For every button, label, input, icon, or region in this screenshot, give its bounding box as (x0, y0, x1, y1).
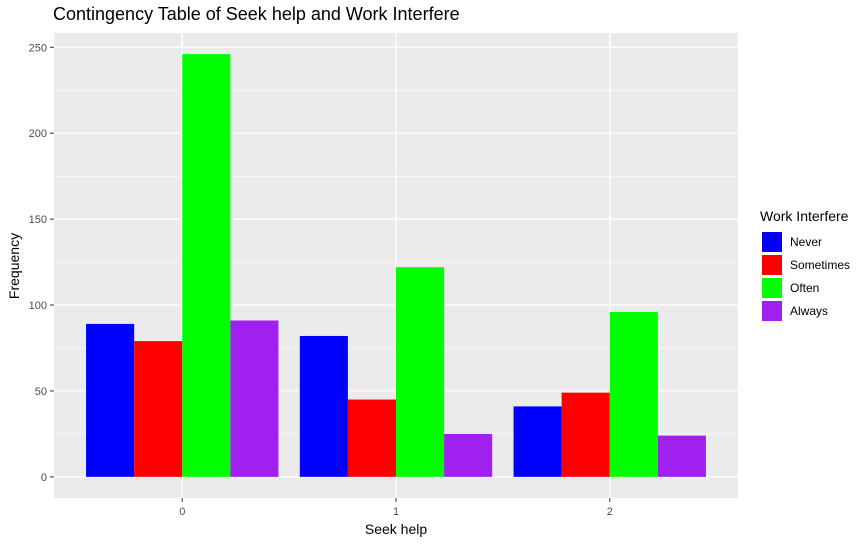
bars (86, 54, 706, 477)
y-tick-label: 50 (35, 386, 47, 398)
bar-never-2 (513, 406, 562, 477)
bar-sometimes-0 (134, 341, 183, 477)
x-tick-label: 1 (393, 506, 399, 518)
y-tick-label: 0 (41, 472, 47, 484)
legend-title: Work Interfere (760, 208, 849, 224)
bar-often-0 (182, 54, 231, 477)
legend-key-sometimes (762, 255, 782, 275)
y-axis: 0 50 100 150 200 250 (29, 42, 54, 484)
y-tick-label: 100 (29, 300, 47, 312)
legend-label-sometimes: Sometimes (790, 258, 850, 272)
legend-label-always: Always (790, 304, 828, 318)
legend-label-never: Never (790, 235, 822, 249)
legend-key-always (762, 301, 782, 321)
legend-key-often (762, 278, 782, 298)
y-tick-label: 200 (29, 128, 47, 140)
legend-key-never (762, 232, 782, 252)
bar-sometimes-1 (347, 399, 396, 477)
x-tick-label: 2 (607, 506, 613, 518)
x-tick-label: 0 (179, 506, 185, 518)
bar-always-1 (444, 433, 493, 477)
y-tick-label: 250 (29, 42, 47, 54)
bar-never-0 (86, 323, 135, 477)
legend: Work Interfere Never Sometimes Often Always (760, 208, 850, 321)
y-axis-title: Frequency (6, 233, 22, 299)
legend-label-often: Often (790, 281, 819, 295)
x-axis: 0 1 2 (179, 498, 613, 518)
chart-title: Contingency Table of Seek help and Work … (53, 4, 460, 24)
bar-never-1 (299, 335, 348, 477)
bar-always-0 (230, 320, 279, 477)
y-tick-label: 150 (29, 214, 47, 226)
x-axis-title: Seek help (365, 521, 427, 537)
bar-often-1 (396, 267, 445, 477)
bar-sometimes-2 (561, 392, 610, 477)
bar-often-2 (609, 311, 658, 477)
bar-always-2 (657, 435, 706, 477)
